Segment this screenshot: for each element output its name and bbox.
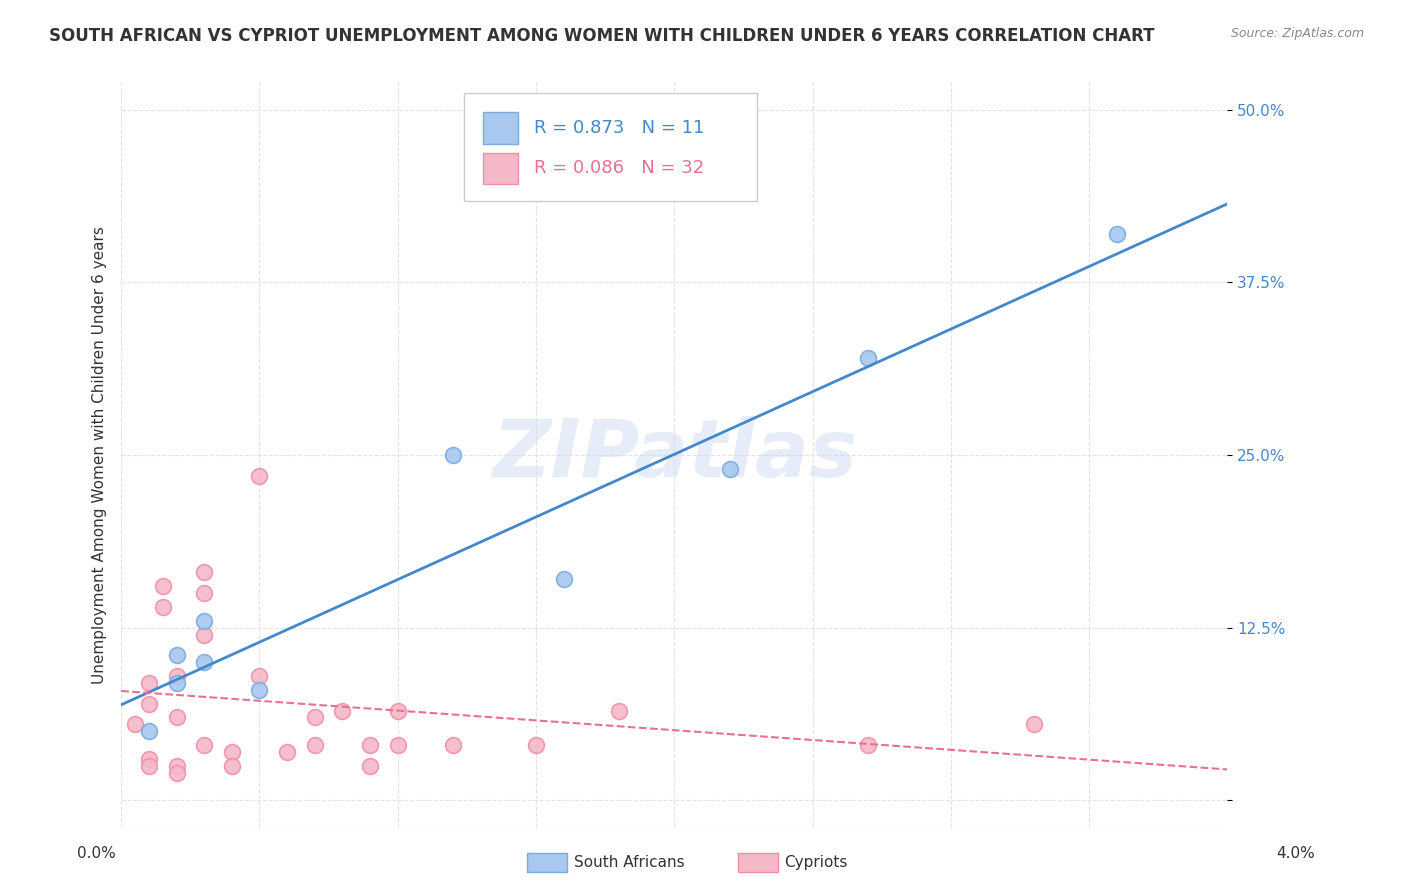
Point <box>387 738 409 752</box>
Point <box>718 461 741 475</box>
Point <box>221 758 243 772</box>
Text: ZIPatlas: ZIPatlas <box>492 416 856 494</box>
Point <box>193 627 215 641</box>
Point <box>441 738 464 752</box>
Point <box>553 572 575 586</box>
Point <box>166 669 188 683</box>
FancyBboxPatch shape <box>482 153 519 184</box>
Text: Source: ZipAtlas.com: Source: ZipAtlas.com <box>1230 27 1364 40</box>
Point <box>304 710 326 724</box>
Point <box>249 669 271 683</box>
Text: South Africans: South Africans <box>574 855 685 870</box>
Point <box>193 738 215 752</box>
Point <box>276 745 298 759</box>
Point <box>138 676 160 690</box>
Text: R = 0.873   N = 11: R = 0.873 N = 11 <box>534 120 704 137</box>
Point <box>152 599 174 614</box>
Point <box>138 697 160 711</box>
Point <box>441 448 464 462</box>
Point <box>359 738 381 752</box>
Point <box>304 738 326 752</box>
Point <box>856 351 879 366</box>
Point <box>359 758 381 772</box>
Point <box>193 586 215 600</box>
Point <box>138 752 160 766</box>
Point <box>138 758 160 772</box>
Point <box>856 738 879 752</box>
Point <box>193 655 215 669</box>
Text: R = 0.086   N = 32: R = 0.086 N = 32 <box>534 160 704 178</box>
Y-axis label: Unemployment Among Women with Children Under 6 years: Unemployment Among Women with Children U… <box>93 226 107 684</box>
Point <box>124 717 146 731</box>
FancyBboxPatch shape <box>464 93 758 202</box>
Point <box>387 704 409 718</box>
Point <box>193 614 215 628</box>
Point <box>166 765 188 780</box>
Point <box>152 579 174 593</box>
Text: 4.0%: 4.0% <box>1275 847 1315 861</box>
Text: 0.0%: 0.0% <box>77 847 117 861</box>
Point <box>249 468 271 483</box>
Point <box>138 724 160 739</box>
Point <box>249 682 271 697</box>
Point <box>332 704 354 718</box>
Point <box>166 758 188 772</box>
Point <box>166 676 188 690</box>
Point <box>166 710 188 724</box>
Text: Cypriots: Cypriots <box>785 855 848 870</box>
Point <box>1022 717 1045 731</box>
Point <box>166 648 188 663</box>
Point <box>221 745 243 759</box>
Point <box>193 566 215 580</box>
FancyBboxPatch shape <box>482 112 519 144</box>
Point <box>1105 227 1128 241</box>
Point <box>607 704 630 718</box>
Text: SOUTH AFRICAN VS CYPRIOT UNEMPLOYMENT AMONG WOMEN WITH CHILDREN UNDER 6 YEARS CO: SOUTH AFRICAN VS CYPRIOT UNEMPLOYMENT AM… <box>49 27 1154 45</box>
Point <box>524 738 547 752</box>
